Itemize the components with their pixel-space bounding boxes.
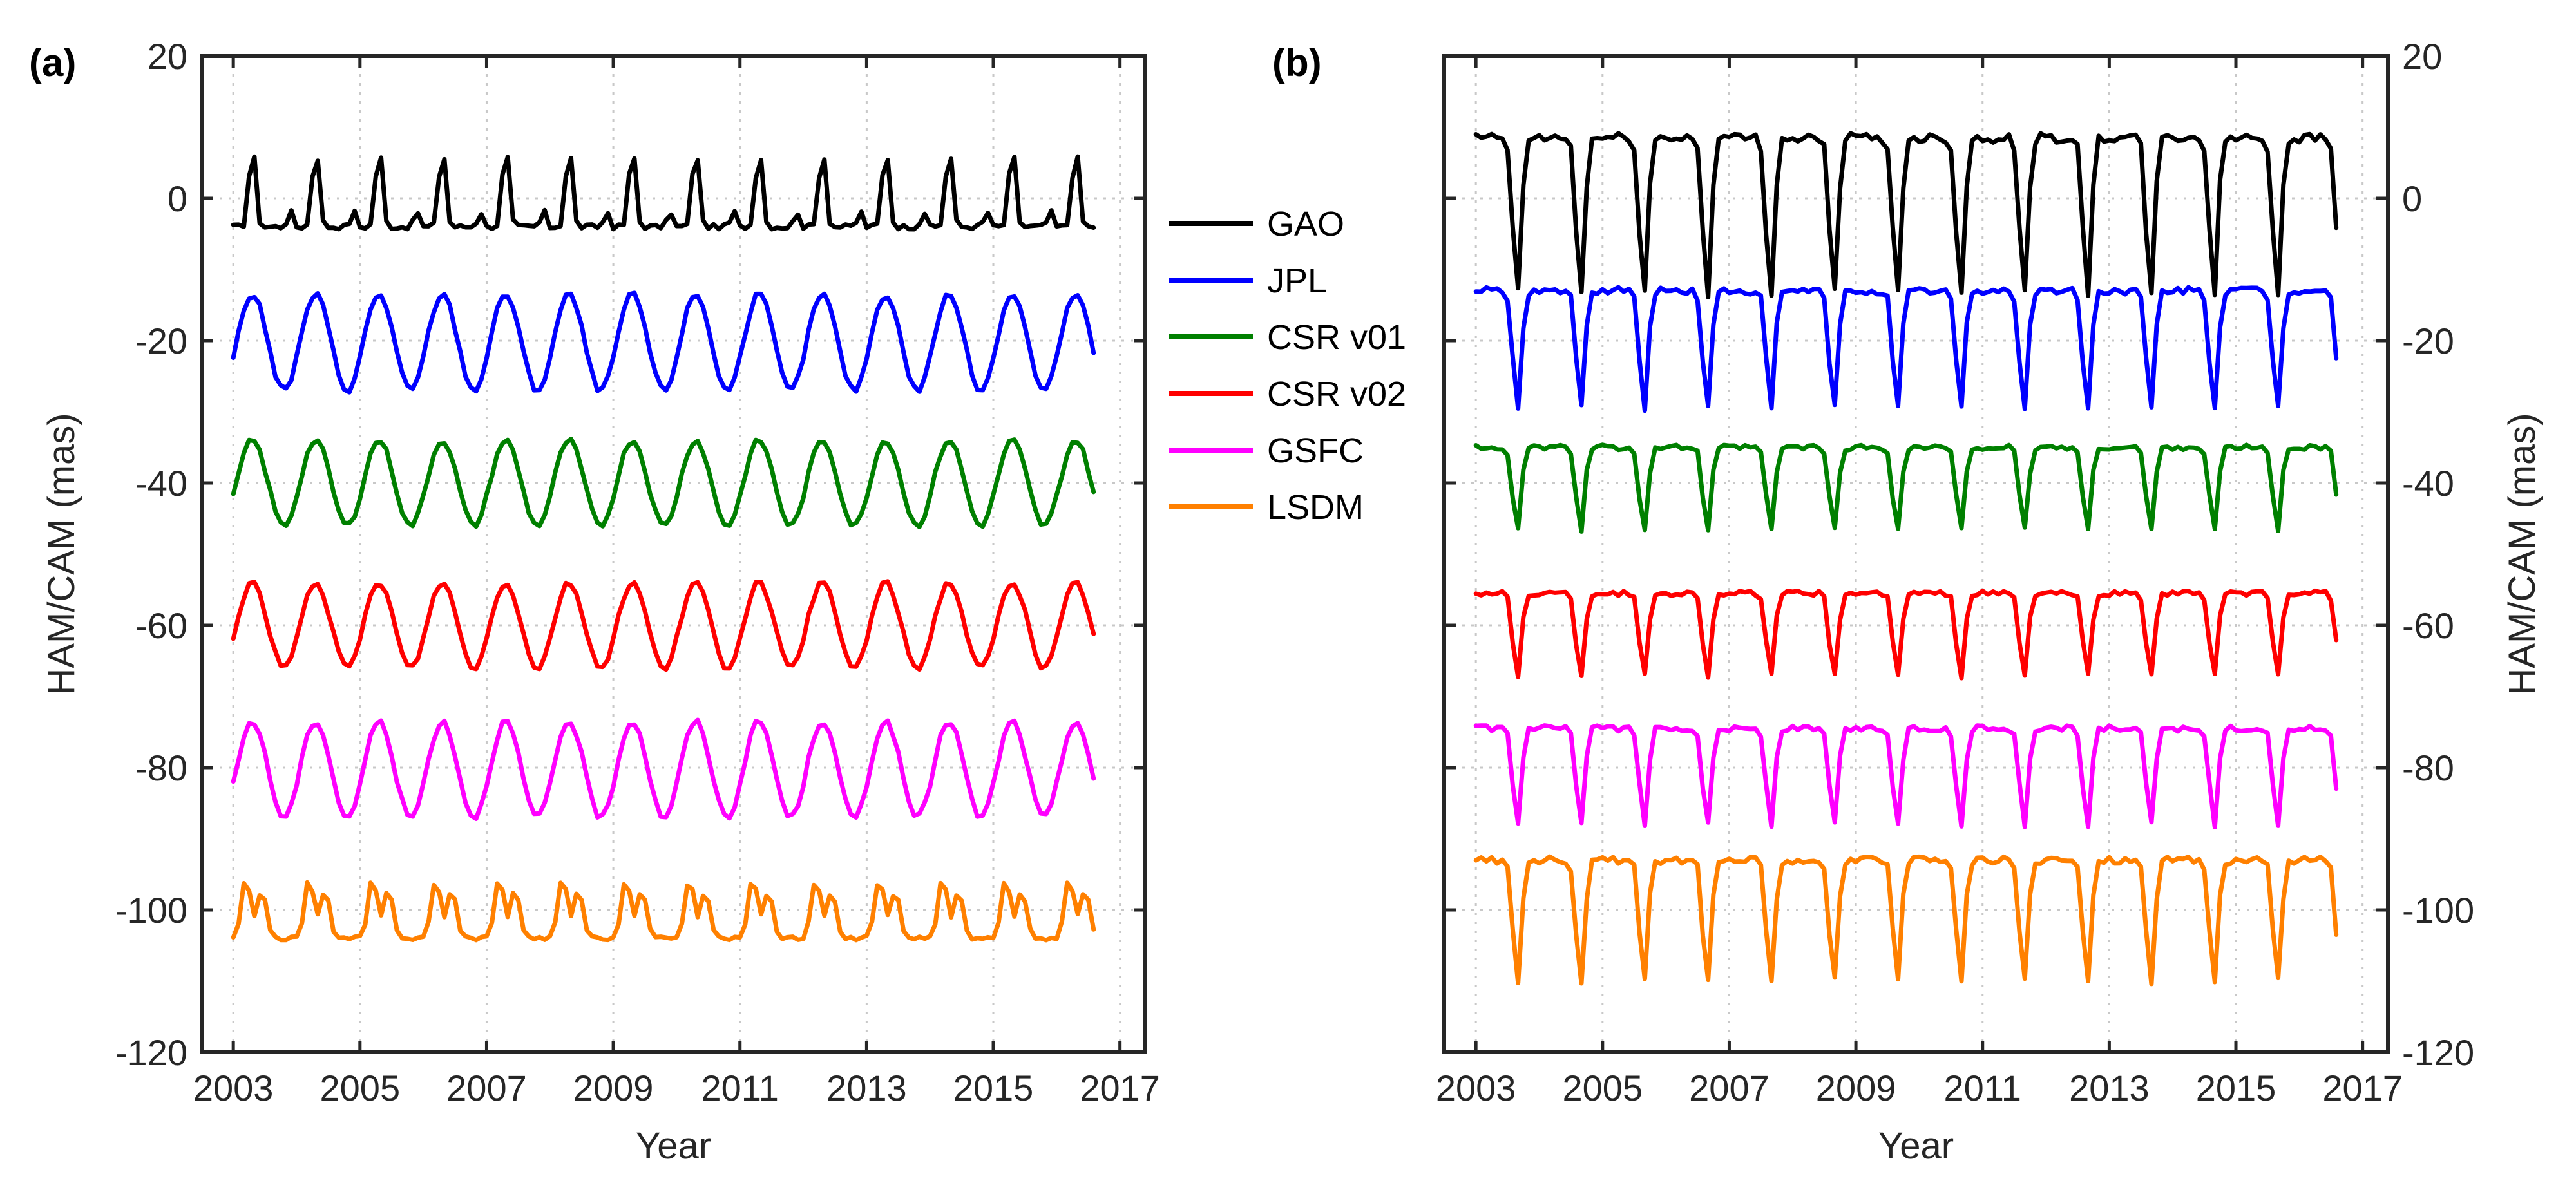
y-tick-label: -80 <box>135 748 187 788</box>
y-tick-label: 0 <box>167 178 187 219</box>
series-line-gsfc <box>1473 723 2339 830</box>
panel-label: (a) <box>29 41 76 84</box>
y-tick-label: -120 <box>115 1032 187 1073</box>
series-line-gsfc <box>231 717 1096 821</box>
x-tick-label: 2017 <box>1080 1068 1160 1108</box>
x-tick-label: 2005 <box>320 1068 401 1108</box>
y-axis-label: HAM/CAM (mas) <box>2501 413 2543 695</box>
series-line-lsdm <box>231 880 1096 943</box>
series-line-gao <box>231 154 1096 232</box>
x-tick-label: 2009 <box>1816 1068 1896 1108</box>
x-tick-label: 2003 <box>1436 1068 1516 1108</box>
panel-label: (b) <box>1272 41 1322 84</box>
y-tick-label: -20 <box>2402 321 2454 361</box>
series-line-csr-v02 <box>1473 588 2339 681</box>
plot-frame <box>1442 54 2390 1054</box>
x-tick-label: 2011 <box>1944 1068 2021 1108</box>
x-tick-label: 2003 <box>193 1068 274 1108</box>
x-tick-label: 2009 <box>573 1068 654 1108</box>
x-tick-label: 2013 <box>826 1068 907 1108</box>
plot-frame <box>200 54 1147 1054</box>
series-line-gao <box>1473 131 2339 299</box>
y-tick-label: -40 <box>135 463 187 504</box>
y-tick-label: -40 <box>2402 463 2454 504</box>
series-line-csr-v02 <box>231 579 1096 672</box>
legend-label-jpl: JPL <box>1267 261 1327 300</box>
x-tick-label: 2007 <box>446 1068 527 1108</box>
x-tick-label: 2015 <box>953 1068 1034 1108</box>
series-line-csr-v01 <box>1473 442 2339 534</box>
y-tick-label: -100 <box>2402 890 2474 931</box>
x-tick-label: 2015 <box>2196 1068 2276 1108</box>
y-axis-label: HAM/CAM (mas) <box>41 413 82 695</box>
y-tick-label: 0 <box>2402 178 2422 219</box>
series-line-lsdm <box>1473 854 2339 987</box>
x-tick-label: 2005 <box>1563 1068 1643 1108</box>
y-tick-label: 20 <box>2402 36 2442 77</box>
panel-a: -120 -100 -80 -60 -40 -20 0 20 2003 2005 2007 2009 2… <box>29 36 1160 1167</box>
y-tick-label: -60 <box>135 605 187 646</box>
legend-label-lsdm: LSDM <box>1267 488 1364 527</box>
legend: GAO JPL CSR v01 CSR v02 GSFC LSDM <box>1169 205 1406 527</box>
legend-label-csr-v02: CSR v02 <box>1267 375 1406 413</box>
series-line-jpl <box>1473 285 2339 413</box>
y-tick-label: 20 <box>148 36 187 77</box>
series-line-jpl <box>231 290 1096 395</box>
x-axis-label: Year <box>636 1125 711 1167</box>
y-tick-label: -80 <box>2402 748 2454 788</box>
y-tick-label: -100 <box>115 890 187 931</box>
series-line-csr-v01 <box>231 437 1096 529</box>
legend-label-csr-v01: CSR v01 <box>1267 318 1406 357</box>
y-tick-label: -120 <box>2402 1032 2474 1073</box>
x-tick-label: 2007 <box>1689 1068 1770 1108</box>
y-tick-label: -20 <box>135 321 187 361</box>
panel-b: -120 -100 -80 -60 -40 -20 0 20 2003 2005 2007 2009 2… <box>1272 36 2543 1167</box>
x-axis-label: Year <box>1878 1125 1954 1167</box>
x-tick-label: 2017 <box>2322 1068 2403 1108</box>
x-tick-label: 2011 <box>701 1068 779 1108</box>
legend-label-gsfc: GSFC <box>1267 431 1364 470</box>
y-tick-label: -60 <box>2402 605 2454 646</box>
legend-label-gao: GAO <box>1267 205 1344 243</box>
x-tick-label: 2013 <box>2069 1068 2150 1108</box>
